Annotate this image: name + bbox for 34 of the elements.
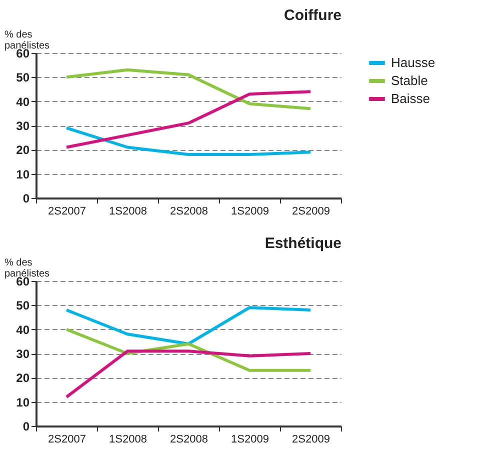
legend-label: Baisse xyxy=(391,91,430,106)
x-tick-label: 2S2009 xyxy=(292,206,330,218)
y-tick-label: 30 xyxy=(16,119,30,133)
x-tick-label: 2S2008 xyxy=(170,206,208,218)
line-series xyxy=(65,90,312,149)
legend-label: Hausse xyxy=(391,55,436,70)
line-series xyxy=(65,306,312,346)
y-tick-label: 20 xyxy=(16,371,30,386)
y-tick-label: 0 xyxy=(22,192,30,206)
y-axis-title: % des panélistes xyxy=(4,258,50,280)
legend-label: Stable xyxy=(391,73,428,88)
x-tick-label: 1S2008 xyxy=(109,434,147,446)
y-tick-label: 0 xyxy=(22,420,30,434)
line-series xyxy=(65,126,312,156)
x-tick-label: 2S2007 xyxy=(48,434,86,446)
x-tick-label: 2S2008 xyxy=(170,434,208,446)
x-tick-label: 1S2009 xyxy=(231,206,269,218)
x-tick-label: 1S2008 xyxy=(109,206,147,218)
y-tick-label: 40 xyxy=(16,94,30,109)
chart-title: Esthétique xyxy=(264,235,342,252)
y-tick-label: 40 xyxy=(16,322,30,337)
y-axis-title: % des panélistes xyxy=(4,30,50,52)
y-tick-label: 10 xyxy=(16,395,30,410)
y-tick-label: 30 xyxy=(16,347,30,361)
line-series xyxy=(65,350,312,398)
y-tick-label: 50 xyxy=(16,70,30,85)
y-tick-label: 10 xyxy=(16,167,30,182)
x-tick-label: 2S2007 xyxy=(48,206,86,218)
x-tick-label: 2S2009 xyxy=(292,434,330,446)
line-series xyxy=(65,68,312,110)
y-tick-label: 20 xyxy=(16,143,30,158)
x-tick-label: 1S2009 xyxy=(231,434,269,446)
chart-title: Coiffure xyxy=(284,7,342,24)
y-tick-label: 50 xyxy=(16,298,30,313)
